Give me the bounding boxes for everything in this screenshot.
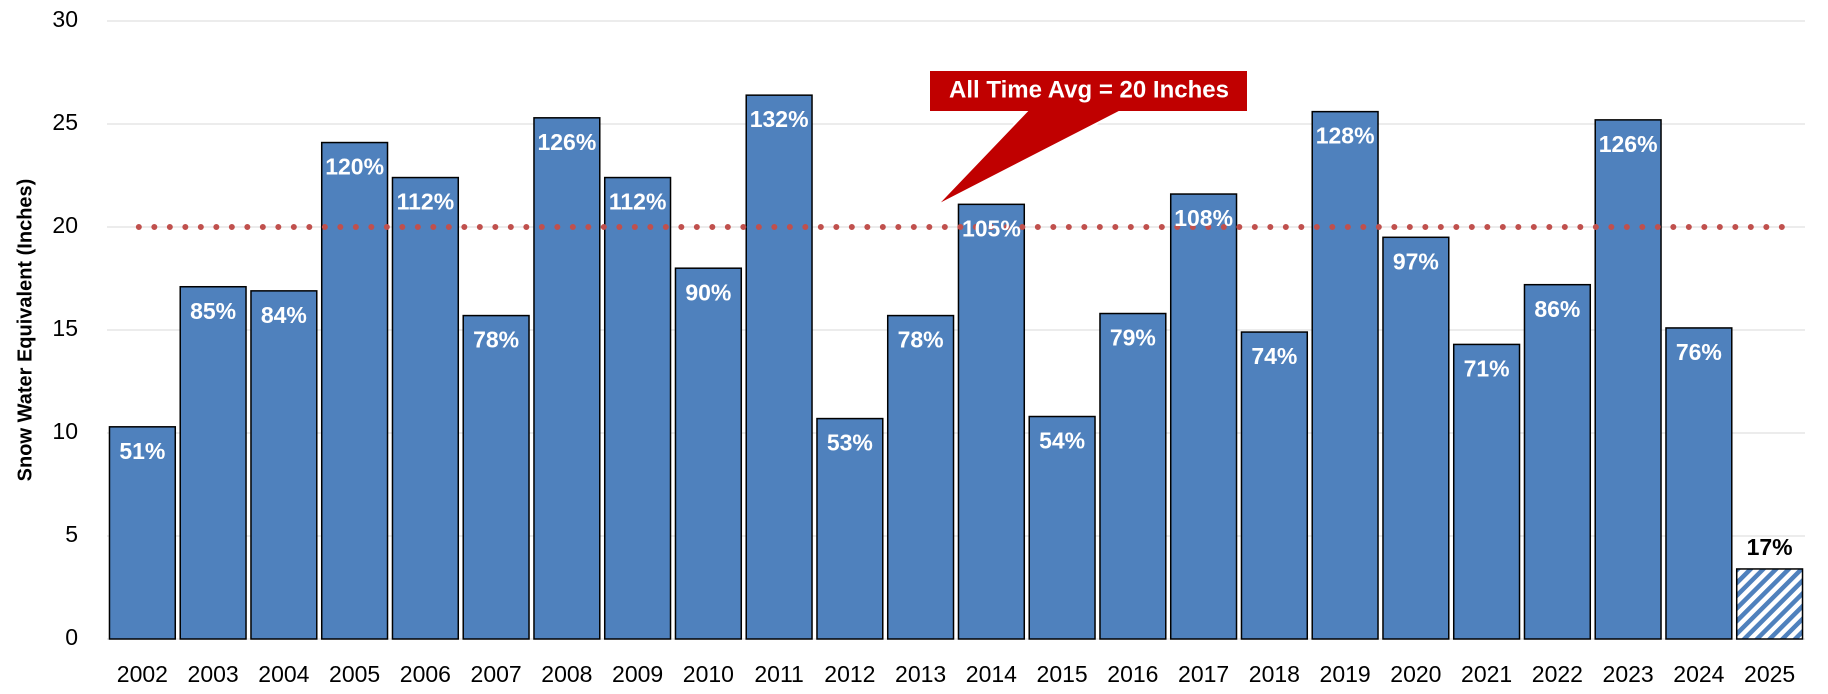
- data-label: 128%: [1316, 123, 1375, 149]
- x-tick-label: 2002: [117, 661, 168, 687]
- data-label: 78%: [898, 327, 944, 353]
- x-tick-label: 2021: [1461, 661, 1512, 687]
- data-label: 17%: [1747, 534, 1793, 560]
- x-tick-label: 2005: [329, 661, 380, 687]
- x-tick-label: 2022: [1532, 661, 1583, 687]
- y-tick-label: 30: [52, 6, 78, 32]
- bar: [886, 314, 955, 640]
- data-label: 76%: [1676, 339, 1722, 365]
- x-tick-label: 2010: [683, 661, 734, 687]
- x-tick-label: 2008: [541, 661, 592, 687]
- bar: [674, 267, 743, 640]
- data-label: 53%: [827, 430, 873, 456]
- x-tick-label: 2019: [1320, 661, 1371, 687]
- x-tick-label: 2013: [895, 661, 946, 687]
- bar: [1240, 331, 1309, 640]
- x-tick-label: 2024: [1673, 661, 1724, 687]
- bar: [1099, 312, 1167, 640]
- data-label: 112%: [397, 189, 455, 215]
- data-label: 51%: [119, 438, 165, 464]
- y-tick-label: 20: [52, 212, 78, 238]
- data-label: 112%: [609, 189, 667, 215]
- bar: [1735, 568, 1804, 640]
- x-tick-label: 2012: [824, 661, 875, 687]
- x-tick-label: 2016: [1107, 661, 1158, 687]
- x-tick-label: 2003: [188, 661, 239, 687]
- x-tick-label: 2011: [754, 661, 803, 687]
- data-label: 54%: [1039, 428, 1085, 454]
- data-label: 71%: [1464, 355, 1510, 381]
- bar: [320, 141, 389, 640]
- x-tick-label: 2017: [1178, 661, 1229, 687]
- bar: [957, 203, 1026, 640]
- data-label: 108%: [1174, 205, 1233, 231]
- y-axis-title: Snow Water Equivalent (Inches): [14, 179, 36, 482]
- x-tick-label: 2007: [471, 661, 522, 687]
- x-tick-label: 2023: [1603, 661, 1654, 687]
- bar: [1452, 343, 1521, 640]
- data-label: 78%: [473, 327, 519, 353]
- data-label: 86%: [1534, 296, 1580, 322]
- data-label: 120%: [325, 154, 384, 180]
- data-label: 84%: [261, 302, 307, 328]
- bar: [1523, 283, 1592, 640]
- bar: [533, 117, 601, 640]
- x-tick-label: 2006: [400, 661, 451, 687]
- y-tick-label: 0: [65, 624, 78, 650]
- overlay: 51% 85% 84% 120% 112% 78% 126% 112% 90% 132% 53% 78…: [119, 106, 1792, 560]
- bars: [108, 94, 1804, 640]
- data-label: 74%: [1251, 343, 1297, 369]
- data-label: 79%: [1110, 325, 1156, 351]
- bar: [1665, 327, 1733, 640]
- x-tick-label: 2020: [1390, 661, 1441, 687]
- y-tick-label: 5: [65, 521, 78, 547]
- data-label: 90%: [685, 279, 731, 305]
- callout: All Time Avg = 20 Inches: [928, 69, 1249, 207]
- bar: [1169, 193, 1238, 640]
- bar: [603, 176, 672, 640]
- annotation: All Time Avg = 20 Inches: [949, 76, 1229, 103]
- x-tick-label: 2018: [1249, 661, 1300, 687]
- x-tick-label: 2015: [1037, 661, 1088, 687]
- bar: [745, 94, 813, 640]
- x-tick-label: 2009: [612, 661, 663, 687]
- x-tick-label: 2025: [1744, 661, 1795, 687]
- data-label: 97%: [1393, 248, 1439, 274]
- bar: [391, 176, 460, 640]
- x-tick-label: 2004: [258, 661, 309, 687]
- bar: [1594, 119, 1662, 640]
- bar: [816, 417, 884, 640]
- data-label: 132%: [750, 106, 809, 132]
- data-label: 85%: [190, 298, 236, 324]
- y-tick-label: 15: [52, 315, 78, 341]
- bar: [1028, 415, 1096, 640]
- bar: [250, 290, 318, 640]
- bar: [1311, 110, 1379, 640]
- data-label: 105%: [962, 215, 1021, 241]
- bar: [108, 426, 177, 640]
- data-label: 126%: [1599, 131, 1658, 157]
- x-tick-label: 2014: [966, 661, 1017, 687]
- bar: [1382, 236, 1450, 640]
- bar: [462, 314, 530, 640]
- y-tick-label: 10: [52, 418, 78, 444]
- y-tick-label: 25: [52, 109, 78, 135]
- callout-box: [928, 69, 1249, 207]
- bar: [179, 285, 247, 640]
- data-label: 126%: [537, 129, 596, 155]
